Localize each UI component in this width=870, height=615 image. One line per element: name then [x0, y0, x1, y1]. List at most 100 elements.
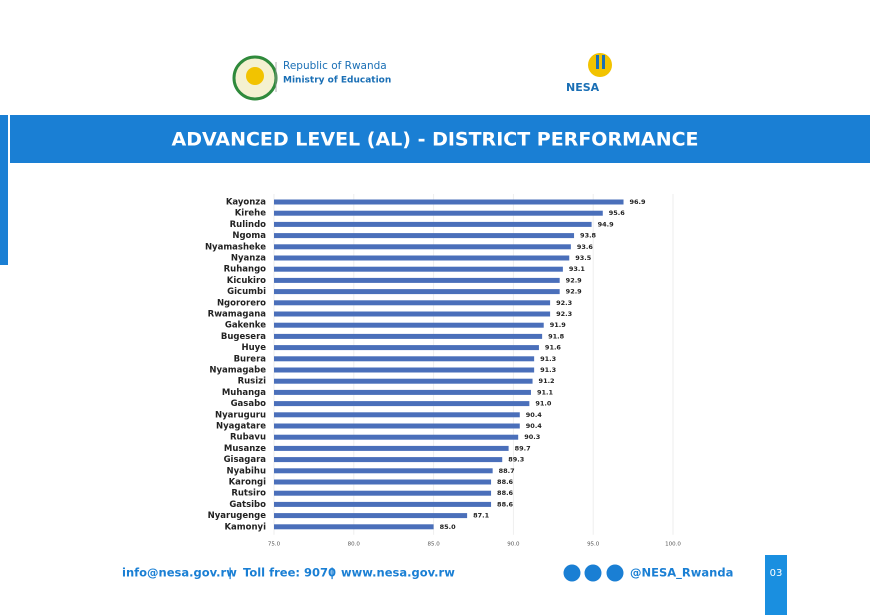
- side-stripe: [0, 115, 8, 265]
- value-label: 87.1: [473, 512, 490, 520]
- y-tick-label: Nyanza: [231, 254, 266, 264]
- nesa-logo-bar: [602, 55, 605, 69]
- value-label: 91.0: [535, 400, 552, 408]
- bar: [274, 378, 533, 384]
- value-label: 88.6: [497, 478, 514, 486]
- bar: [274, 423, 520, 429]
- footer-handle: @NESA_Rwanda: [630, 566, 733, 581]
- bar: [274, 434, 519, 440]
- bar: [274, 300, 551, 306]
- instagram-icon[interactable]: [584, 564, 602, 582]
- bar: [274, 401, 530, 407]
- separator: |: [330, 566, 334, 580]
- y-tick-label: Musanze: [224, 444, 266, 454]
- y-tick-label: Gisagara: [224, 455, 267, 465]
- value-label: 88.6: [497, 489, 514, 497]
- value-label: 91.6: [545, 344, 562, 352]
- bar: [274, 513, 468, 519]
- y-tick-label: Rulindo: [230, 220, 267, 230]
- bar: [274, 289, 560, 295]
- bar: [274, 356, 535, 362]
- value-label: 90.4: [526, 422, 543, 430]
- value-label: 94.9: [598, 220, 615, 228]
- ministry-name: Ministry of Education: [283, 76, 391, 86]
- value-label: 95.6: [609, 209, 626, 217]
- title-banner: [10, 115, 870, 163]
- y-tick-label: Nyabihu: [227, 466, 267, 476]
- facebook-icon[interactable]: [606, 564, 624, 582]
- bar: [274, 244, 571, 250]
- x-tick-label: 90.0: [507, 541, 520, 547]
- y-tick-label: Nyamasheke: [205, 242, 266, 252]
- bar: [274, 367, 535, 373]
- value-label: 92.3: [556, 310, 572, 318]
- bar: [274, 221, 592, 227]
- bar: [274, 266, 563, 272]
- value-label: 91.9: [550, 321, 567, 329]
- bar: [274, 501, 492, 507]
- value-label: 85.0: [440, 523, 457, 531]
- y-tick-label: Ngoma: [232, 231, 266, 241]
- separator: |: [228, 566, 232, 580]
- y-tick-label: Gakenke: [225, 321, 266, 331]
- bar: [274, 468, 493, 474]
- x-tick-label: 75.0: [268, 541, 281, 547]
- value-label: 91.2: [539, 377, 555, 385]
- x-tick-label: 100.0: [665, 541, 681, 547]
- bar: [274, 457, 503, 463]
- x-tick-label: 80.0: [348, 541, 361, 547]
- bar: [274, 233, 575, 239]
- bar: [274, 445, 509, 451]
- x-tick-label: 85.0: [427, 541, 440, 547]
- value-label: 91.8: [548, 332, 565, 340]
- y-tick-label: Kirehe: [235, 209, 267, 219]
- bar: [274, 345, 539, 351]
- bar: [274, 255, 570, 261]
- value-label: 92.3: [556, 299, 572, 307]
- bar: [274, 479, 492, 485]
- y-tick-label: Rwamagana: [208, 310, 267, 320]
- y-tick-label: Rusizi: [238, 377, 267, 387]
- y-tick-label: Nyarugenge: [208, 511, 267, 521]
- value-label: 91.3: [540, 366, 556, 374]
- value-label: 90.4: [526, 411, 543, 419]
- value-label: 91.1: [537, 388, 554, 396]
- bar: [274, 199, 624, 205]
- chart-title: ADVANCED LEVEL (AL) - DISTRICT PERFORMAN…: [171, 129, 698, 151]
- y-tick-label: Burera: [234, 354, 267, 364]
- x-icon[interactable]: [563, 564, 581, 582]
- agency-name: NESA: [566, 81, 600, 94]
- y-tick-label: Gicumbi: [227, 287, 266, 297]
- y-tick-label: Kayonza: [226, 198, 266, 208]
- x-tick-label: 95.0: [587, 541, 600, 547]
- bar: [274, 389, 531, 395]
- nesa-logo-bar: [596, 55, 599, 69]
- y-tick-label: Rubavu: [230, 433, 266, 443]
- footer-email: info@nesa.gov.rw: [122, 566, 237, 580]
- y-tick-label: Nyamagabe: [209, 366, 266, 376]
- value-label: 91.3: [540, 355, 556, 363]
- value-label: 92.9: [566, 276, 583, 284]
- nesa-logo: [588, 53, 612, 77]
- value-label: 96.9: [630, 198, 647, 206]
- emblem-sun: [246, 67, 264, 85]
- bar: [274, 490, 492, 496]
- value-label: 92.9: [566, 288, 583, 296]
- value-label: 93.8: [580, 232, 597, 240]
- bar: [274, 524, 434, 530]
- y-tick-label: Nyagatare: [216, 422, 266, 432]
- footer-website: www.nesa.gov.rw: [341, 566, 455, 580]
- y-tick-label: Nyaruguru: [215, 410, 266, 420]
- plot: 75.0 80.0 85.0 90.0 95.0 100.0 Kayonza 96.9 Kire…: [205, 194, 681, 547]
- y-tick-label: Rutsiro: [231, 489, 266, 499]
- y-tick-label: Huye: [242, 343, 267, 353]
- country-name: Republic of Rwanda: [283, 60, 387, 72]
- y-tick-label: Ruhango: [224, 265, 267, 275]
- bar: [274, 412, 520, 418]
- y-tick-label: Karongi: [229, 478, 266, 488]
- value-label: 89.7: [515, 444, 531, 452]
- value-label: 93.6: [577, 243, 594, 251]
- page-box: [765, 555, 787, 615]
